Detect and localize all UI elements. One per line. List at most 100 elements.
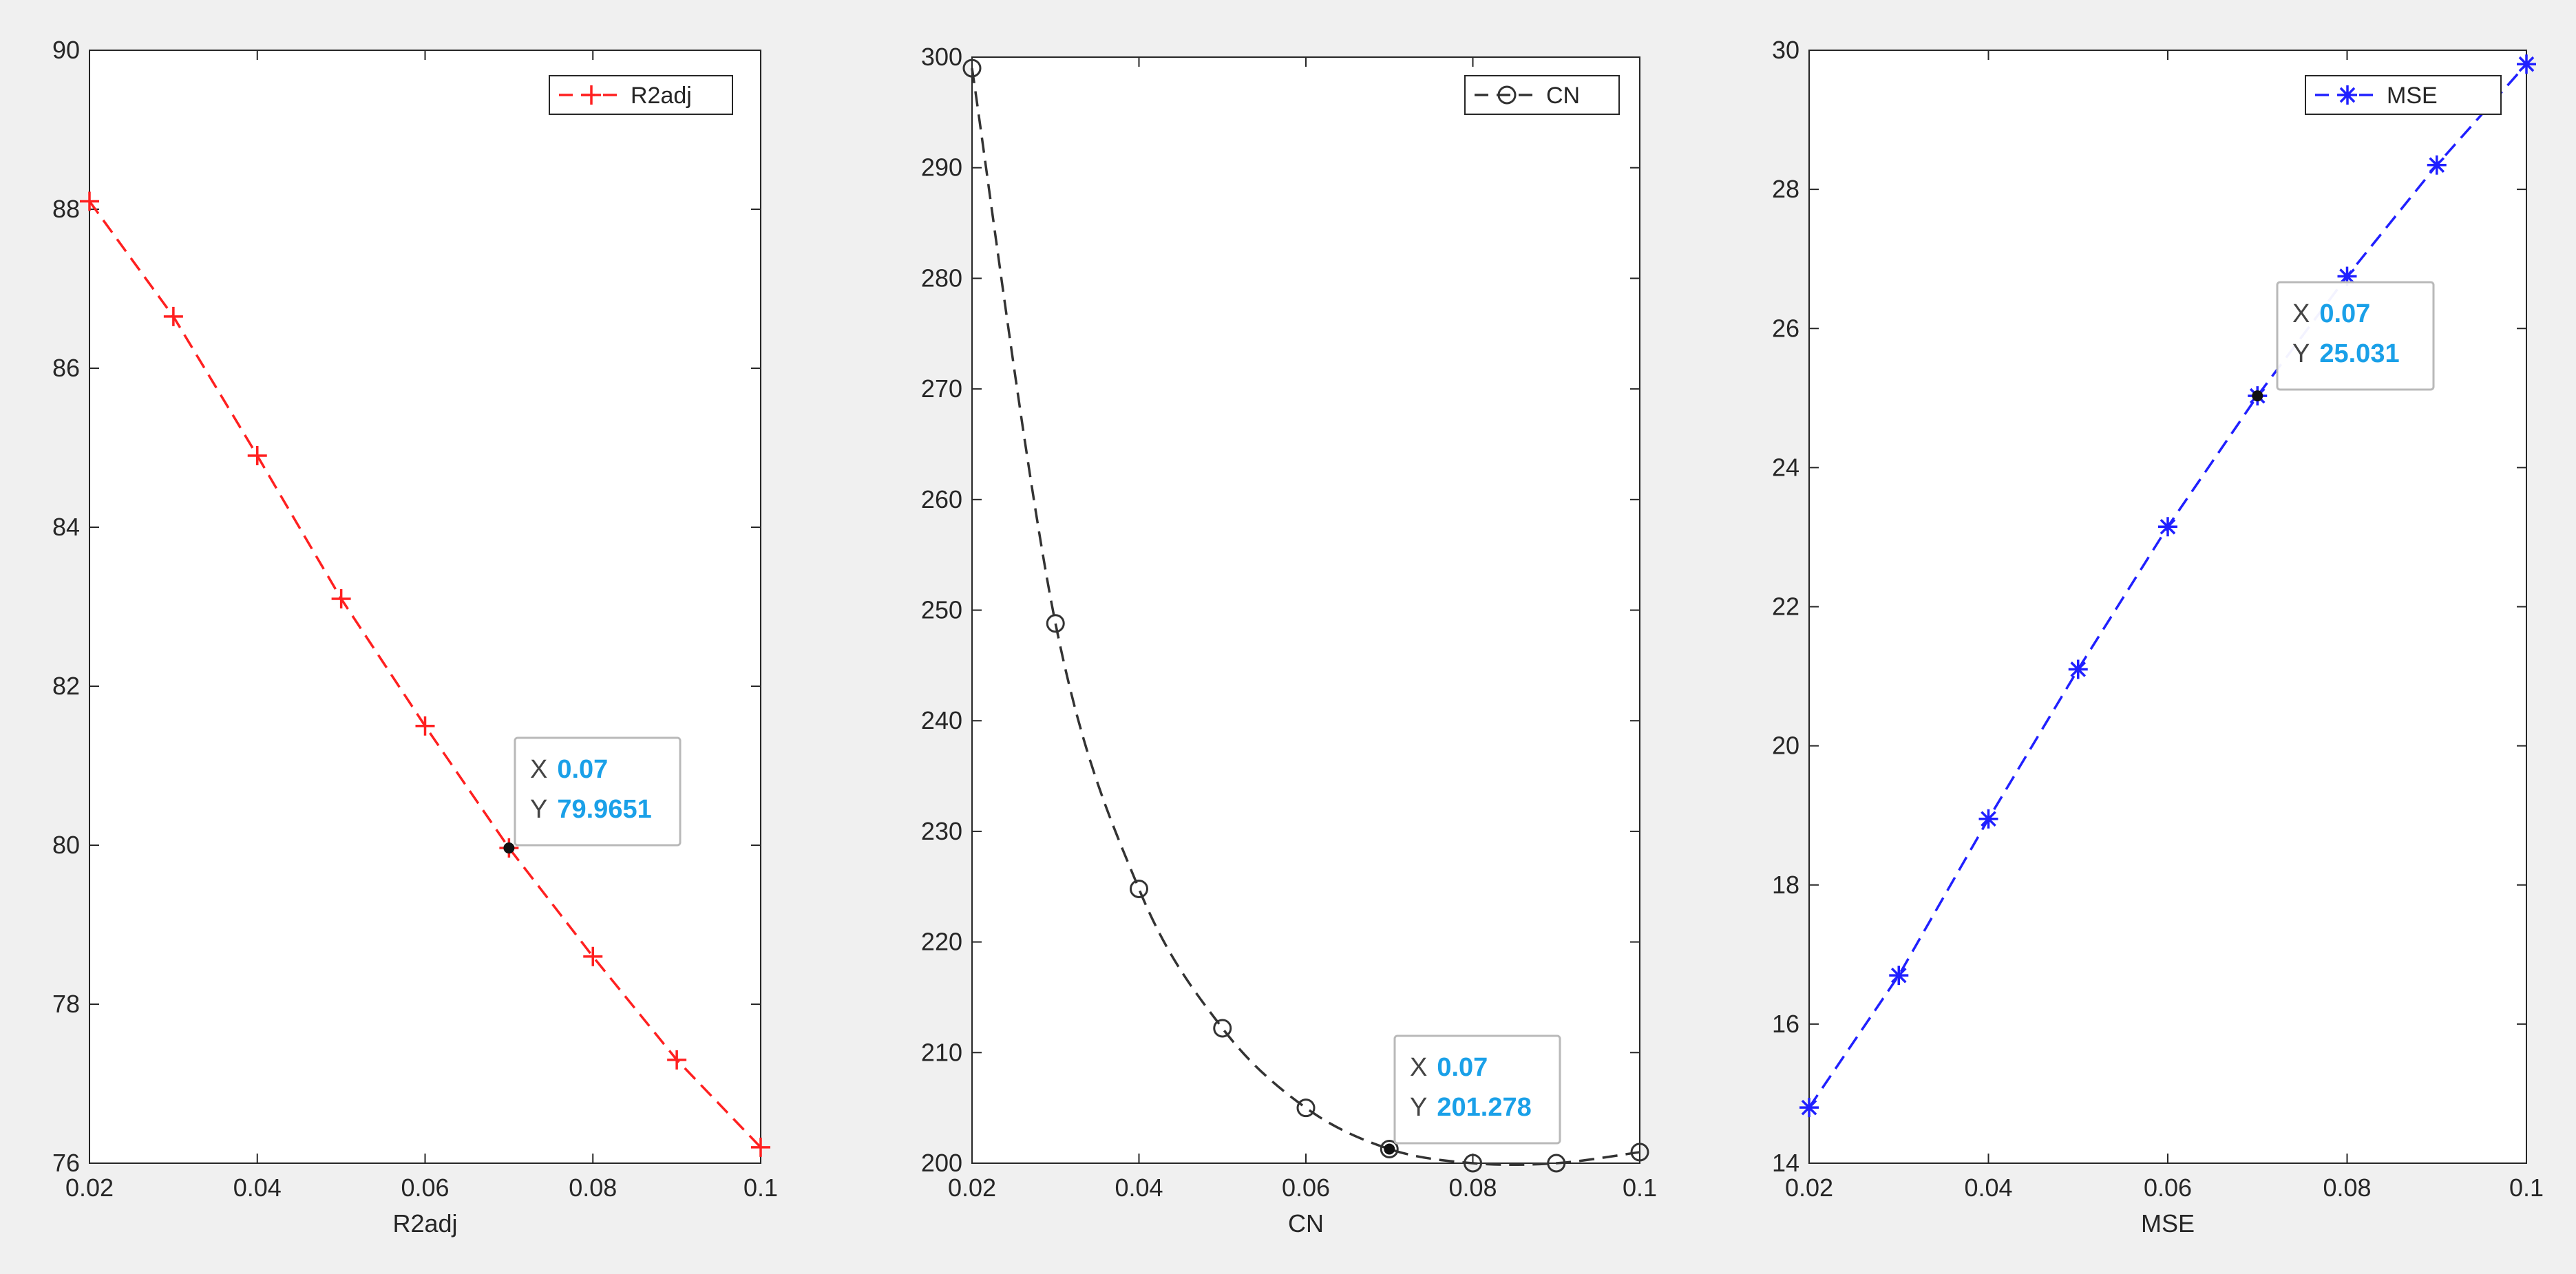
datatip-y-label: Y [1410,1093,1427,1122]
legend: R2adj [549,75,733,115]
datatip-box [514,736,682,847]
x-tick-label: 0.1 [2509,1174,2544,1202]
chart-panel-2: 0.02 0.04 0.06 0.08 0.1 200 210 220 230 240 250 260… [921,43,1657,1238]
datatip-x-label: X [2292,299,2310,328]
datatip-box [1393,1034,1561,1145]
x-tick-label: 0.02 [1785,1174,1833,1202]
x-tick-label: 0.06 [401,1174,449,1202]
y-tick-label: 84 [52,513,80,541]
datatip: X 0.07 Y 79.9651 [503,736,682,854]
y-tick-label: 220 [921,928,962,956]
y-tick-label: 260 [921,485,962,513]
data-point [1296,1098,1316,1118]
x-tick-label: 0.06 [2144,1174,2192,1202]
x-tick-label: 0.1 [1623,1174,1657,1202]
datatip: X 0.07 Y 25.031 [2252,281,2435,402]
data-point [415,716,435,736]
x-axis-label: MSE [2141,1209,2195,1238]
datatip-y-row: Y 25.031 [2292,339,2400,368]
x-tick-label: 0.04 [1964,1174,2012,1202]
legend-label: MSE [2387,83,2438,109]
y-tick-label: 240 [921,706,962,734]
y-tick-label: 14 [1772,1149,1799,1177]
chart-panel-1: 0.02 0.04 0.06 0.08 0.1 76 78 80 82 84 86 88 90 R2adj… [52,36,778,1238]
data-point [2517,54,2536,74]
datatip-y-row: Y 79.9651 [530,795,652,824]
data-point [583,946,603,966]
datatip-anchor [1384,1143,1395,1155]
x-tick-label: 0.04 [1115,1174,1163,1202]
plot-area [1808,50,2527,1164]
y-tick-label: 28 [1772,175,1799,203]
legend-marker [1497,85,1517,105]
data-point [331,588,351,608]
legend-box [1464,75,1620,115]
datatip: X 0.07 Y 201.278 [1384,1034,1561,1155]
datatip-x-label: X [1410,1053,1427,1082]
y-tick-label: 210 [921,1038,962,1066]
data-point [1380,1139,1399,1158]
datatip-box [2276,281,2435,391]
chart-panel-3: 0.02 0.04 0.06 0.08 0.1 14 16 18 20 22 24 26 28 30 MSE… [1772,36,2544,1238]
data-point [247,446,267,466]
datatip-x-row: X 0.07 [1410,1053,1488,1082]
y-tick-label: 200 [921,1149,962,1177]
y-tick-label: 24 [1772,453,1799,481]
data-point [1130,879,1148,898]
y-tick-label: 78 [52,990,80,1018]
data-point [1464,1154,1482,1173]
plot-area [89,50,761,1164]
y-tick-label: 80 [52,831,80,859]
legend: CN [1464,75,1620,115]
y-tick-label: 18 [1772,871,1799,899]
legend-label: R2adj [631,83,692,109]
data-point [1978,809,1998,829]
legend-marker [582,85,601,105]
series-line-CN [971,67,1640,1167]
x-tick-label: 0.06 [1282,1174,1330,1202]
datatip-y-value: 25.031 [2319,339,2399,368]
x-tick-label: 0.02 [948,1174,996,1202]
y-tick-label: 82 [52,672,80,700]
datatip-x-value: 0.07 [1437,1053,1488,1082]
y-tick-label: 20 [1772,732,1799,760]
data-point [163,306,183,326]
datatip-x-value: 0.07 [557,755,608,784]
y-tick-label: 22 [1772,593,1799,621]
datatip-anchor [503,842,515,854]
y-tick-label: 300 [921,43,962,71]
datatip-y-value: 79.9651 [557,795,651,824]
datatip-x-value: 0.07 [2319,299,2370,328]
x-tick-label: 0.04 [233,1174,282,1202]
x-tick-label: 0.08 [2323,1174,2371,1202]
y-tick-label: 30 [1772,36,1799,64]
y-tick-label: 250 [921,596,962,624]
data-point [1630,1143,1649,1162]
data-point [1799,1098,1819,1118]
data-point [80,191,99,211]
data-point [2337,266,2357,286]
data-point [1889,966,1909,986]
y-tick-label: 280 [921,264,962,292]
datatip-y-value: 201.278 [1437,1093,1531,1122]
data-point [1547,1154,1566,1173]
y-tick-label: 76 [52,1149,80,1177]
y-tick-label: 16 [1772,1010,1799,1038]
y-tick-label: 88 [52,195,80,223]
x-tick-label: 0.1 [743,1174,778,1202]
datatip-x-row: X 0.07 [2292,299,2370,328]
y-tick-label: 26 [1772,314,1799,342]
data-point [2068,659,2088,679]
datatip-x-row: X 0.07 [530,755,608,784]
x-axis-label: R2adj [392,1209,457,1238]
legend-box [549,75,733,115]
x-axis-label: CN [1288,1209,1324,1238]
datatip-y-label: Y [530,795,547,824]
data-point [1213,1019,1232,1038]
legend-marker [2338,85,2357,105]
plot-area [971,56,1640,1164]
y-tick-label: 86 [52,354,80,382]
x-tick-label: 0.02 [65,1174,114,1202]
y-tick-label: 90 [52,36,80,64]
